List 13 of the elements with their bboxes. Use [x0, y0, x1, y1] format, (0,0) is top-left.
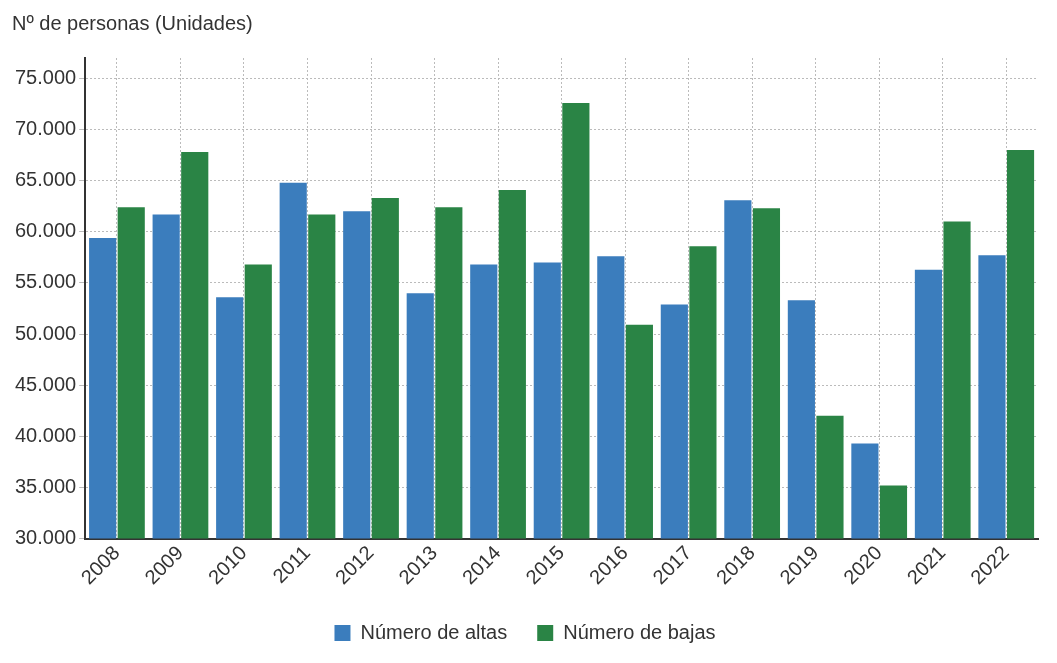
- y-tick-label: 60.000: [15, 219, 77, 242]
- y-tick-label: 50.000: [15, 321, 77, 344]
- y-tick-label: 30.000: [15, 526, 77, 549]
- legend-label: Número de altas: [360, 620, 508, 643]
- y-tick-label: 70.000: [15, 117, 77, 140]
- y-tick-label: 75.000: [15, 65, 77, 88]
- y-tick-label: 55.000: [15, 270, 77, 293]
- y-tick-label: 45.000: [15, 372, 77, 395]
- legend-label: Número de bajas: [563, 620, 716, 643]
- y-axis-title: Nº de personas (Unidades): [12, 11, 253, 34]
- y-tick-label: 35.000: [15, 474, 77, 497]
- y-tick-label: 65.000: [15, 168, 77, 191]
- y-tick-label: 40.000: [15, 423, 77, 446]
